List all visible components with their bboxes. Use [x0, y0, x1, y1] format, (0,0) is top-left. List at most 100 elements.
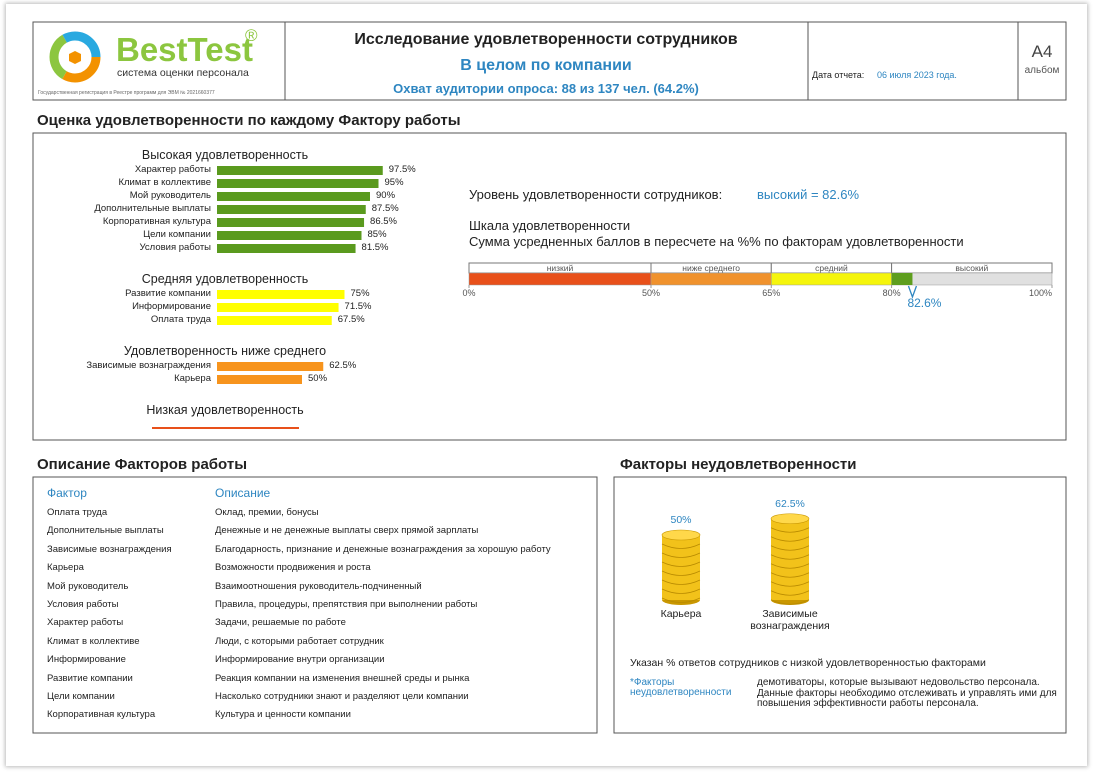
cylinder-ring: [661, 597, 701, 603]
factor-label: Климат в коллективе: [118, 177, 211, 188]
level-fill: [891, 273, 913, 285]
tick-label: 65%: [762, 288, 781, 298]
group-title: Удовлетворенность ниже среднего: [123, 344, 327, 358]
cylinder-ring: [770, 545, 810, 551]
cylinder-ring: [770, 590, 810, 596]
value-label: 90%: [376, 190, 396, 201]
factor-name: Развитие компании: [47, 672, 133, 684]
cylinder-ring: [661, 552, 701, 558]
level-value-label: 82.6%: [907, 296, 942, 310]
level-marker: [907, 285, 918, 299]
cylinder-ring: [770, 554, 810, 560]
cylinder-ring: [661, 570, 701, 576]
segment: [468, 272, 652, 286]
segment: [650, 272, 772, 286]
section-title: Оценка удовлетворенности по каждому Факт…: [37, 112, 461, 129]
orientation: альбом: [1024, 65, 1060, 76]
bar: [217, 303, 339, 312]
cylinder: [661, 529, 701, 605]
bar: [217, 231, 362, 240]
segment-label: ниже среднего: [682, 263, 741, 273]
scale-subtitle: Сумма усредненных баллов в пересчете на …: [469, 234, 964, 249]
factor-description: Люди, с которыми работает сотрудник: [215, 635, 384, 647]
factor-label: Развитие компании: [125, 288, 211, 299]
logo-arc: [49, 31, 101, 83]
value-label: 67.5%: [337, 314, 365, 325]
tick-label: 80%: [882, 288, 901, 298]
factor-label: Условия работы: [139, 242, 211, 253]
cylinder-ring: [770, 563, 810, 569]
value-label: 75%: [350, 288, 370, 299]
group-title: Высокая удовлетворенность: [141, 148, 309, 162]
segment: [891, 272, 1053, 286]
descriptions-box: [32, 476, 598, 734]
logo-mark: ®: [245, 26, 258, 45]
tick-label: 0%: [462, 288, 476, 298]
factor-name: Информирование: [47, 654, 126, 666]
cylinder-body: [662, 535, 700, 600]
bar: [217, 375, 302, 384]
cylinder-ring: [770, 527, 810, 533]
report-title: Исследование удовлетворенности сотрудник…: [354, 31, 738, 48]
factor-name: Мой руководитель: [47, 580, 129, 592]
cylinder-ring: [770, 572, 810, 578]
factor-description: Возможности продвижения и роста: [215, 562, 371, 574]
section-title: Факторы неудовлетворенности: [620, 456, 857, 473]
bar: [217, 192, 370, 201]
cylinder-ring: [661, 579, 701, 585]
footnote-term: *Факторы неудовлетворенности: [630, 677, 732, 698]
factor-label: Дополнительные выплаты: [94, 203, 211, 214]
value-label: 62.5%: [329, 360, 357, 371]
factor-description: Задачи, решаемые по работе: [215, 617, 346, 629]
bar: [217, 218, 365, 227]
bar: [217, 244, 356, 253]
factor-label: Цели компании: [143, 229, 211, 240]
factors-box: [32, 132, 1067, 441]
value-label: 81.5%: [361, 242, 389, 253]
cylinder-ring: [661, 543, 701, 549]
factor-label: Характер работы: [134, 164, 211, 175]
cylinder: [770, 513, 810, 605]
registration: Государственная регистрация в Реестре пр…: [38, 90, 215, 96]
category-label: Зависимые вознаграждения: [750, 608, 830, 633]
column-header: Фактор: [47, 486, 87, 500]
value-label: 86.5%: [370, 216, 397, 227]
level-text: высокий = 82.6%: [757, 187, 860, 202]
factor-name: Условия работы: [47, 599, 119, 610]
factor-name: Цели компании: [47, 691, 115, 702]
logo-icon: [49, 31, 101, 83]
scale-title: Шкала удовлетворенности: [469, 218, 631, 233]
tick-label: 100%: [1028, 288, 1052, 298]
factor-label: Мой руководитель: [129, 190, 211, 201]
factor-name: Климат в коллективе: [47, 635, 140, 647]
value-label: 50%: [670, 514, 692, 526]
segment-label: средний: [815, 263, 848, 273]
value-label: 85%: [367, 229, 387, 240]
coverage: Охват аудитории опроса: 88 из 137 чел. (…: [393, 81, 699, 96]
value-label: 50%: [308, 373, 328, 384]
factor-name: Корпоративная культура: [47, 709, 156, 721]
cylinder-ring: [661, 561, 701, 567]
value-label: 71.5%: [344, 301, 372, 312]
format: A4: [1031, 42, 1053, 61]
factor-description: Оклад, премии, бонусы: [215, 507, 319, 518]
factor-label: Оплата труда: [150, 314, 211, 325]
cylinder-ring: [770, 599, 810, 605]
bar: [217, 290, 345, 299]
cylinder-top: [770, 513, 810, 525]
cylinder-ring: [770, 581, 810, 587]
factor-label: Информирование: [132, 301, 211, 312]
segment-label: низкий: [546, 263, 574, 273]
bar: [217, 362, 324, 371]
cylinder-top: [661, 529, 701, 541]
factor-label: Корпоративная культура: [102, 216, 211, 227]
factor-description: Денежные и не денежные выплаты сверх пря…: [215, 525, 479, 537]
date-label: Дата отчета:: [812, 70, 865, 80]
header-box: [32, 21, 1067, 101]
factor-description: Насколько сотрудники знают и разделяют ц…: [215, 691, 469, 702]
logo-name: BestTest: [116, 31, 253, 68]
bar: [217, 316, 332, 325]
level-label: Уровень удовлетворенности сотрудников:: [469, 187, 723, 202]
logo-cube-core: [69, 51, 81, 64]
